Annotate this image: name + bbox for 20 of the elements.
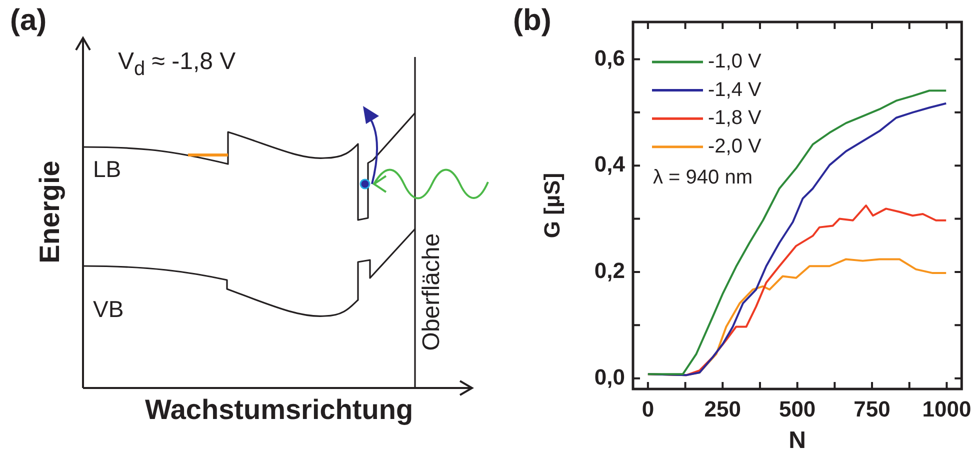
y-tick-label: 0,2 xyxy=(594,258,625,284)
y-axis-title: G [µS] xyxy=(539,172,564,238)
x-tick-label: 750 xyxy=(854,396,890,422)
text: Energie xyxy=(34,160,65,264)
y-tick-label: 0,0 xyxy=(594,364,625,390)
annotation: λ = 940 nm xyxy=(653,166,753,189)
y-tick-label: 0,4 xyxy=(594,152,626,177)
x-tick-label: 0 xyxy=(642,396,654,422)
chart-title: (b) xyxy=(513,4,552,37)
legend-label: -1,8 V xyxy=(708,107,762,130)
text: (a) xyxy=(10,4,47,37)
x-axis-title: N xyxy=(788,427,806,454)
x-tick-label: 1000 xyxy=(922,396,972,422)
legend-label: -2,0 V xyxy=(708,135,762,158)
y-tick-label: 0,6 xyxy=(594,45,625,70)
x-tick-label: 250 xyxy=(704,396,741,422)
legend-label: -1,0 V xyxy=(708,50,762,73)
text: Wachstumsrichtung xyxy=(144,394,414,425)
legend-label: -1,4 V xyxy=(708,78,762,101)
x-tick-label: 500 xyxy=(778,396,816,422)
